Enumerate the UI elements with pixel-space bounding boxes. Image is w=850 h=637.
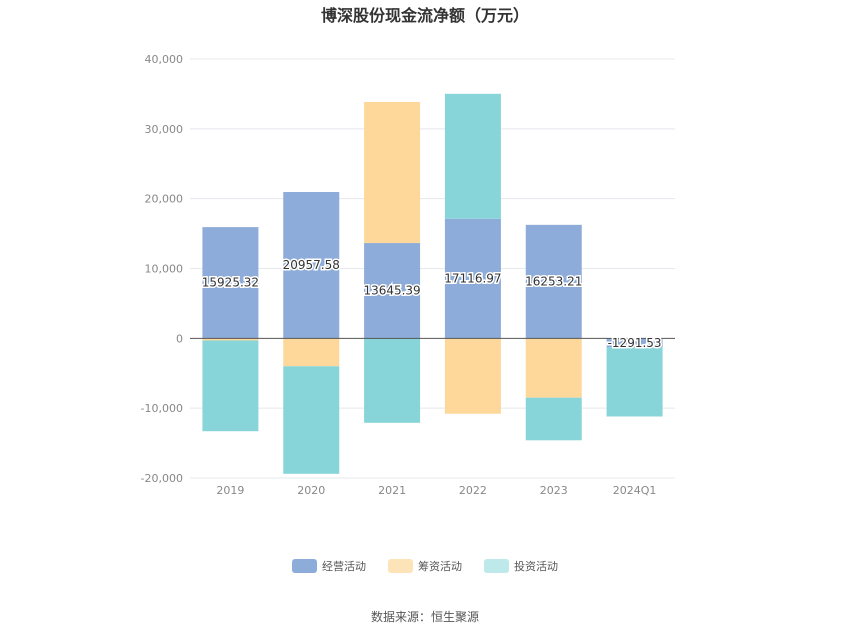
y-tick-label: 20,000 bbox=[145, 193, 184, 206]
y-tick-label: -10,000 bbox=[141, 402, 183, 415]
x-tick-label: 2023 bbox=[540, 484, 568, 497]
x-tick-label: 2019 bbox=[216, 484, 244, 497]
bar-segment[interactable] bbox=[444, 338, 501, 414]
data-label: 13645.39 bbox=[363, 284, 420, 298]
legend-swatch-investing bbox=[484, 559, 509, 573]
bar-segment[interactable] bbox=[606, 338, 663, 348]
bar-segment[interactable] bbox=[202, 227, 259, 339]
x-tick-label: 2022 bbox=[459, 484, 487, 497]
x-tick-label: 2024Q1 bbox=[613, 484, 657, 497]
y-tick-label: 30,000 bbox=[145, 123, 184, 136]
chart-title: 博深股份现金流净额（万元） bbox=[320, 6, 529, 25]
y-tick-label: 0 bbox=[176, 332, 183, 345]
bar-segment[interactable] bbox=[525, 224, 582, 339]
legend-item-investing[interactable]: 投资活动 bbox=[484, 558, 558, 574]
data-label: 20957.58 bbox=[283, 258, 340, 272]
data-labels: 15925.32 20957.58 13645.39 17116.97 16253.21… bbox=[200, 257, 663, 352]
data-label: 16253.21 bbox=[525, 275, 582, 289]
bar-segment[interactable] bbox=[202, 338, 259, 341]
bar-segment[interactable] bbox=[283, 338, 340, 367]
bar-segment[interactable] bbox=[283, 191, 340, 339]
grid-lines bbox=[190, 58, 675, 479]
bar-segment[interactable] bbox=[444, 218, 501, 339]
x-tick-label: 2020 bbox=[297, 484, 325, 497]
legend-label-financing: 筹资活动 bbox=[418, 560, 462, 573]
legend-label-investing: 投资活动 bbox=[514, 560, 558, 573]
bar-segment[interactable] bbox=[364, 338, 421, 423]
legend-swatch-operating bbox=[292, 559, 317, 573]
legend-item-operating[interactable]: 经营活动 bbox=[292, 558, 366, 574]
y-tick-label: 10,000 bbox=[145, 263, 184, 276]
legend-swatch-financing bbox=[388, 559, 413, 573]
data-label: -1291.53 bbox=[608, 336, 662, 350]
bars bbox=[202, 93, 663, 474]
bar-segment[interactable] bbox=[444, 93, 501, 219]
y-tick-label: -20,000 bbox=[141, 472, 183, 485]
y-tick-label: 40,000 bbox=[145, 53, 184, 66]
bar-segment[interactable] bbox=[364, 101, 421, 244]
bar-segment[interactable] bbox=[606, 347, 663, 417]
x-tick-label: 2021 bbox=[378, 484, 406, 497]
axis-labels: 40,000 30,000 20,000 10,000 0 -10,000 -20,000 2… bbox=[141, 53, 657, 497]
data-label: 17116.97 bbox=[444, 272, 501, 286]
bar-segment[interactable] bbox=[202, 340, 259, 432]
bar-segment[interactable] bbox=[283, 366, 340, 474]
legend: 经营活动 筹资活动 投资活动 bbox=[0, 558, 850, 574]
bar-segment[interactable] bbox=[525, 397, 582, 441]
legend-label-operating: 经营活动 bbox=[322, 560, 366, 573]
legend-item-financing[interactable]: 筹资活动 bbox=[388, 558, 462, 574]
bar-segment[interactable] bbox=[525, 338, 582, 398]
bar-segment[interactable] bbox=[364, 243, 421, 339]
source-note: 数据来源：恒生聚源 bbox=[370, 610, 479, 624]
data-label: 15925.32 bbox=[202, 276, 259, 290]
